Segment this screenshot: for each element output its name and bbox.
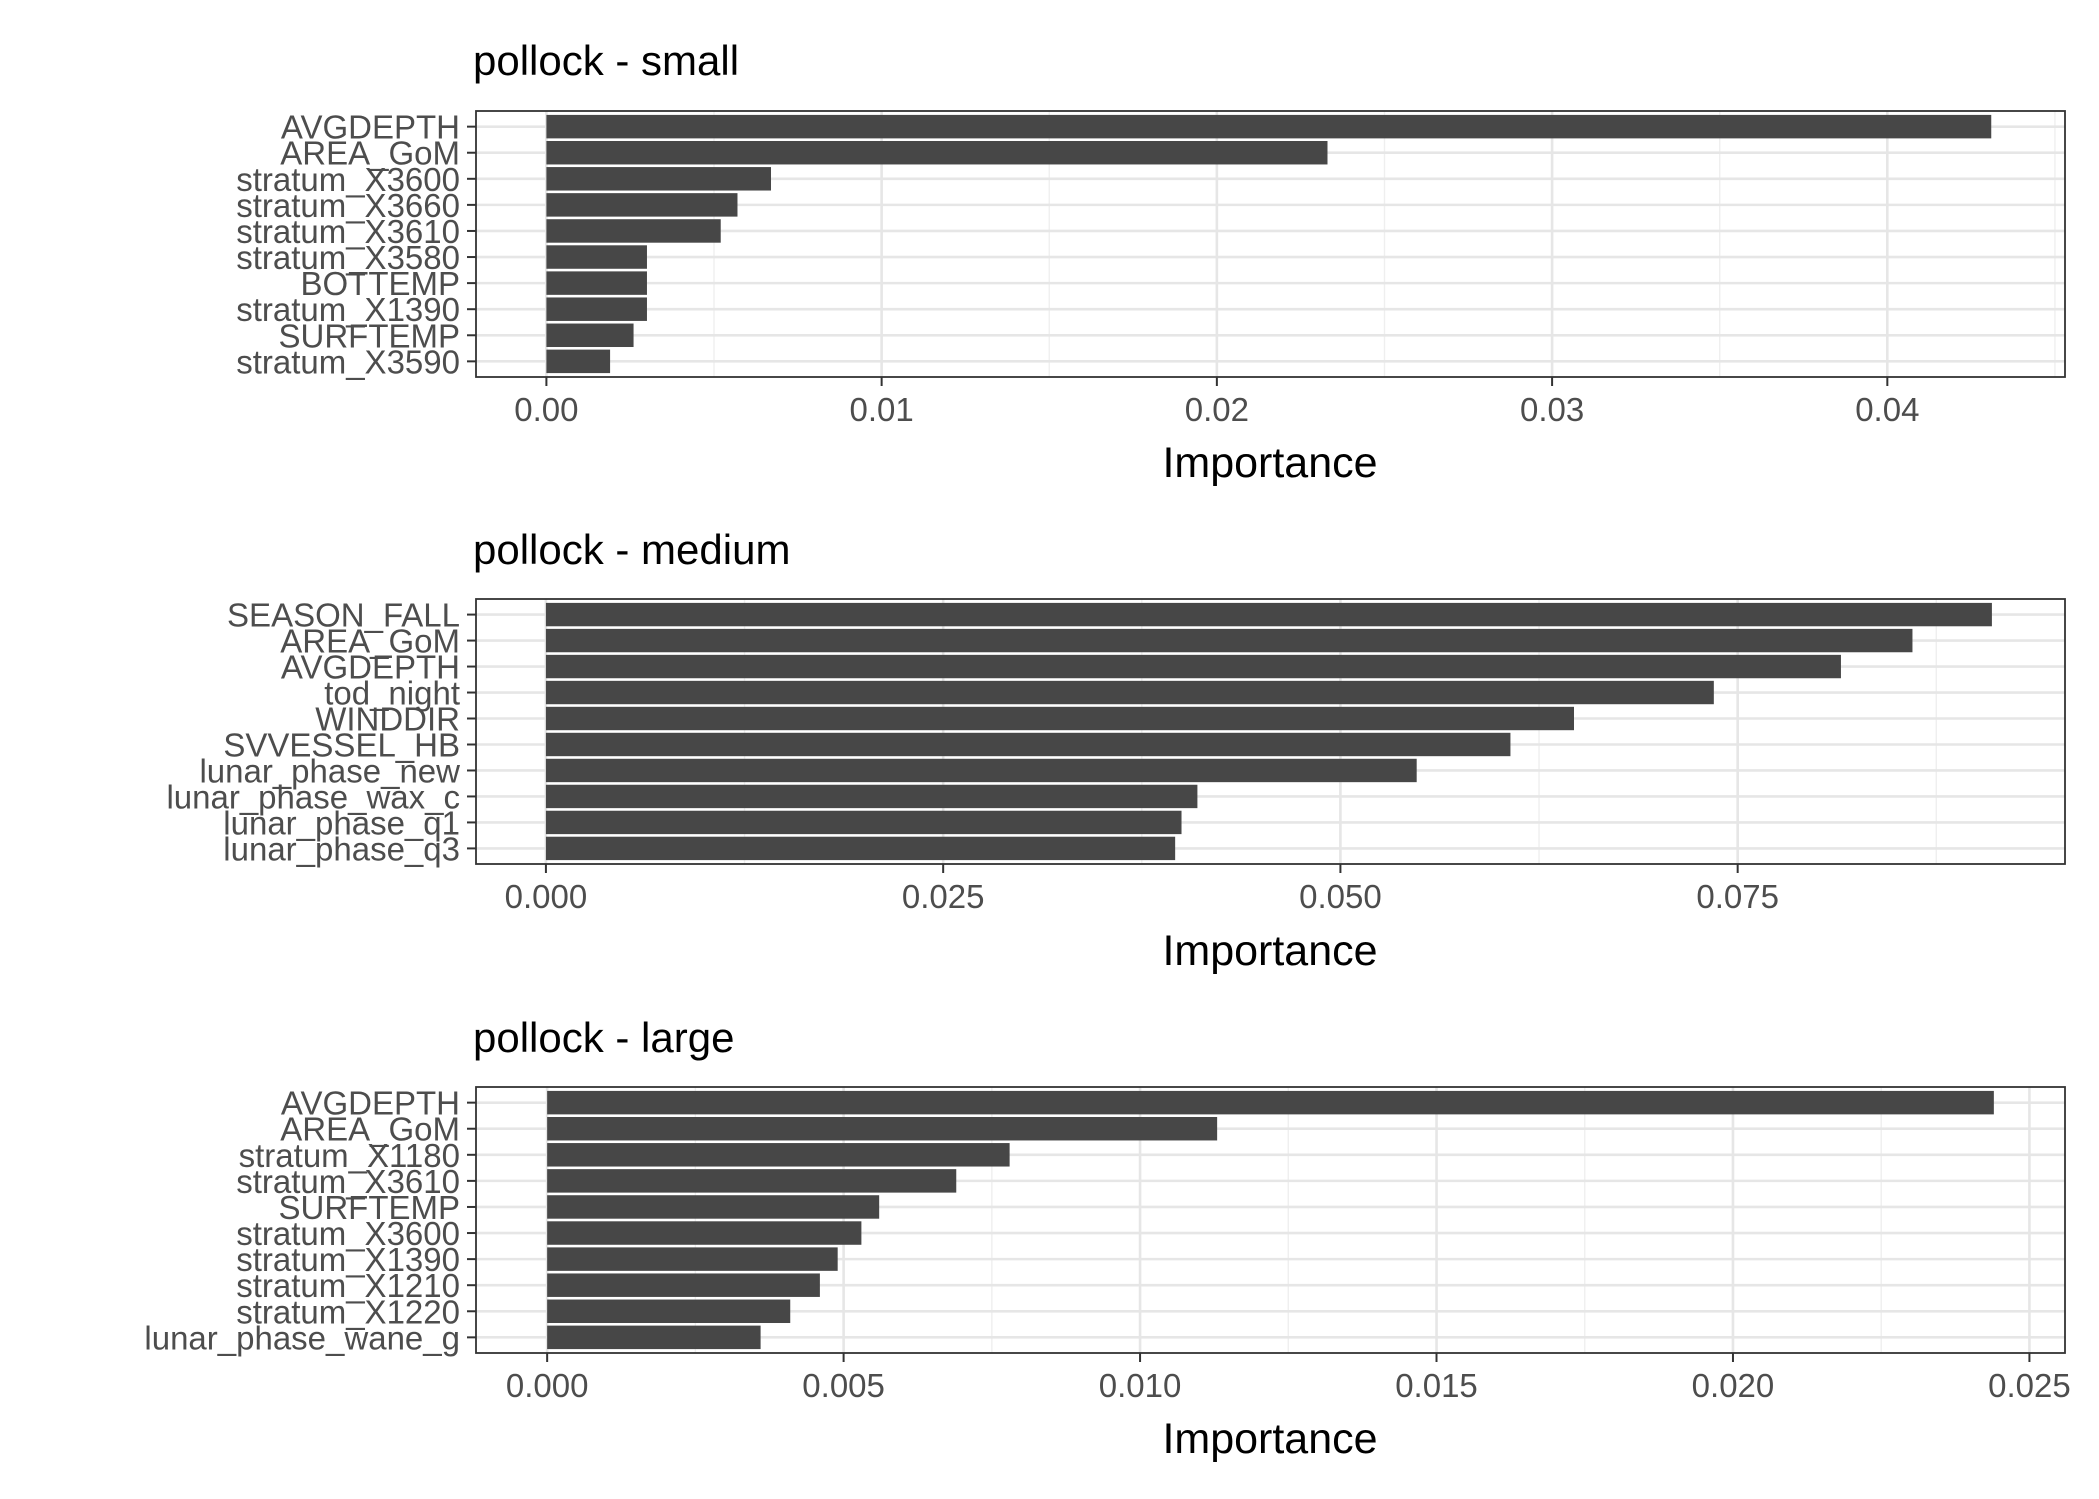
bars (547, 1090, 1994, 1350)
bar (546, 271, 647, 295)
x-tick-label: 0.005 (802, 1367, 885, 1404)
y-tick-label: SEASON_FALL (227, 597, 460, 634)
y-tick-label: stratum_X3600 (236, 161, 460, 198)
bars (545, 602, 1992, 861)
bar (546, 140, 1328, 165)
x-axis-title: Importance (1162, 439, 1377, 487)
panel-pollock-small: pollock - small AVGDEPTHAREA_GoMstratum_… (236, 37, 2066, 487)
y-tick-label: AREA_GoM (280, 623, 460, 660)
y-tick-label: lunar_phase_q3 (223, 830, 460, 867)
bar (545, 680, 1714, 705)
bar (545, 602, 1992, 627)
y-tick-label: lunar_phase_q1 (223, 804, 460, 841)
x-axis-title: Importance (1162, 1415, 1377, 1463)
y-tick-label: AVGDEPTH (281, 649, 460, 686)
bar (547, 1169, 957, 1193)
x-tick-label: 0.010 (1099, 1367, 1182, 1404)
x-tick-label: 0.000 (505, 878, 588, 915)
bar (547, 1325, 761, 1350)
y-tick-label: stratum_X3610 (236, 213, 460, 250)
y-tick-label: stratum_X3590 (236, 343, 460, 380)
x-tick-label: 0.000 (506, 1367, 589, 1404)
bar (547, 1221, 862, 1245)
y-axis: AVGDEPTHAREA_GoMstratum_X1180stratum_X36… (144, 1085, 476, 1356)
x-tick-label: 0.015 (1395, 1367, 1478, 1404)
y-tick-label: AVGDEPTH (281, 1085, 460, 1122)
y-tick-label: WINDDIR (315, 701, 460, 738)
y-tick-label: stratum_X3580 (236, 239, 460, 276)
y-tick-label: AREA_GoM (280, 1111, 460, 1148)
x-tick-label: 0.025 (1988, 1367, 2071, 1404)
panel-title: pollock - small (473, 37, 739, 84)
panel-title: pollock - medium (473, 526, 790, 573)
panel-border (475, 110, 2066, 378)
y-tick-label: AVGDEPTH (281, 109, 460, 146)
x-axis: 0.000 0.005 0.010 0.015 0.020 0.025 (506, 1353, 2071, 1404)
x-tick-label: 0.00 (514, 391, 578, 428)
bar (546, 193, 738, 217)
panel-pollock-medium: pollock - medium SEASON_FALLAREA_GoMAVGD… (166, 526, 2066, 975)
bar (545, 836, 1176, 861)
y-tick-label: stratum_X1220 (236, 1293, 460, 1330)
bar (546, 167, 772, 191)
x-tick-label: 0.02 (1185, 391, 1249, 428)
y-tick-label: BOTTEMP (300, 265, 460, 302)
panel-border (475, 1086, 2066, 1354)
bar (545, 706, 1574, 731)
x-tick-label: 0.075 (1696, 878, 1779, 915)
y-tick-label: stratum_X1390 (236, 1241, 460, 1278)
y-axis: SEASON_FALLAREA_GoMAVGDEPTHtod_nightWIND… (166, 597, 476, 867)
bar (547, 1090, 1994, 1115)
bar (547, 1273, 820, 1297)
x-tick-label: 0.020 (1692, 1367, 1775, 1404)
bar (546, 245, 647, 269)
x-tick-label: 0.04 (1855, 391, 1919, 428)
bar (547, 1195, 880, 1219)
y-tick-label: lunar_phase_new (199, 752, 460, 789)
y-tick-label: SURFTEMP (279, 1189, 461, 1226)
bar (546, 297, 647, 321)
y-tick-label: stratum_X3600 (236, 1215, 460, 1252)
panel-border (475, 598, 2066, 865)
bar (545, 654, 1841, 679)
y-tick-label: stratum_X1210 (236, 1267, 460, 1304)
x-axis: 0.00 0.01 0.02 0.03 0.04 (514, 377, 1919, 428)
bar (545, 732, 1511, 757)
y-tick-label: tod_night (324, 675, 460, 712)
x-axis-title: Importance (1162, 927, 1377, 975)
y-axis: AVGDEPTHAREA_GoMstratum_X3600stratum_X36… (236, 109, 476, 380)
y-tick-label: AREA_GoM (280, 135, 460, 172)
bar (547, 1247, 838, 1271)
bar (545, 628, 1913, 653)
y-tick-label: stratum_X1180 (239, 1137, 460, 1174)
x-tick-label: 0.01 (850, 391, 914, 428)
bars (546, 114, 1992, 374)
y-tick-label: lunar_phase_wane_g (144, 1319, 460, 1356)
bar (546, 349, 611, 374)
x-tick-label: 0.050 (1299, 878, 1382, 915)
bar (545, 784, 1198, 809)
x-tick-label: 0.03 (1520, 391, 1584, 428)
bar (545, 810, 1182, 835)
y-tick-label: SVVESSEL_HB (223, 726, 460, 763)
bar (545, 758, 1417, 783)
bar (547, 1143, 1010, 1167)
panel-title: pollock - large (473, 1014, 734, 1061)
y-tick-label: stratum_X1390 (236, 291, 460, 328)
bar (547, 1299, 791, 1324)
y-tick-label: lunar_phase_wax_c (166, 778, 460, 815)
y-tick-label: stratum_X3660 (236, 187, 460, 224)
x-tick-label: 0.025 (902, 878, 985, 915)
x-axis: 0.000 0.025 0.050 0.075 (505, 864, 1779, 915)
panel-pollock-large: pollock - large AVGDEPTHAREA_GoMstratum_… (144, 1014, 2070, 1463)
y-tick-label: stratum_X3610 (236, 1163, 460, 1200)
bar (547, 1116, 1218, 1141)
y-tick-label: SURFTEMP (279, 317, 461, 354)
bar (546, 323, 634, 348)
bar (546, 219, 721, 243)
bar (546, 114, 1992, 139)
